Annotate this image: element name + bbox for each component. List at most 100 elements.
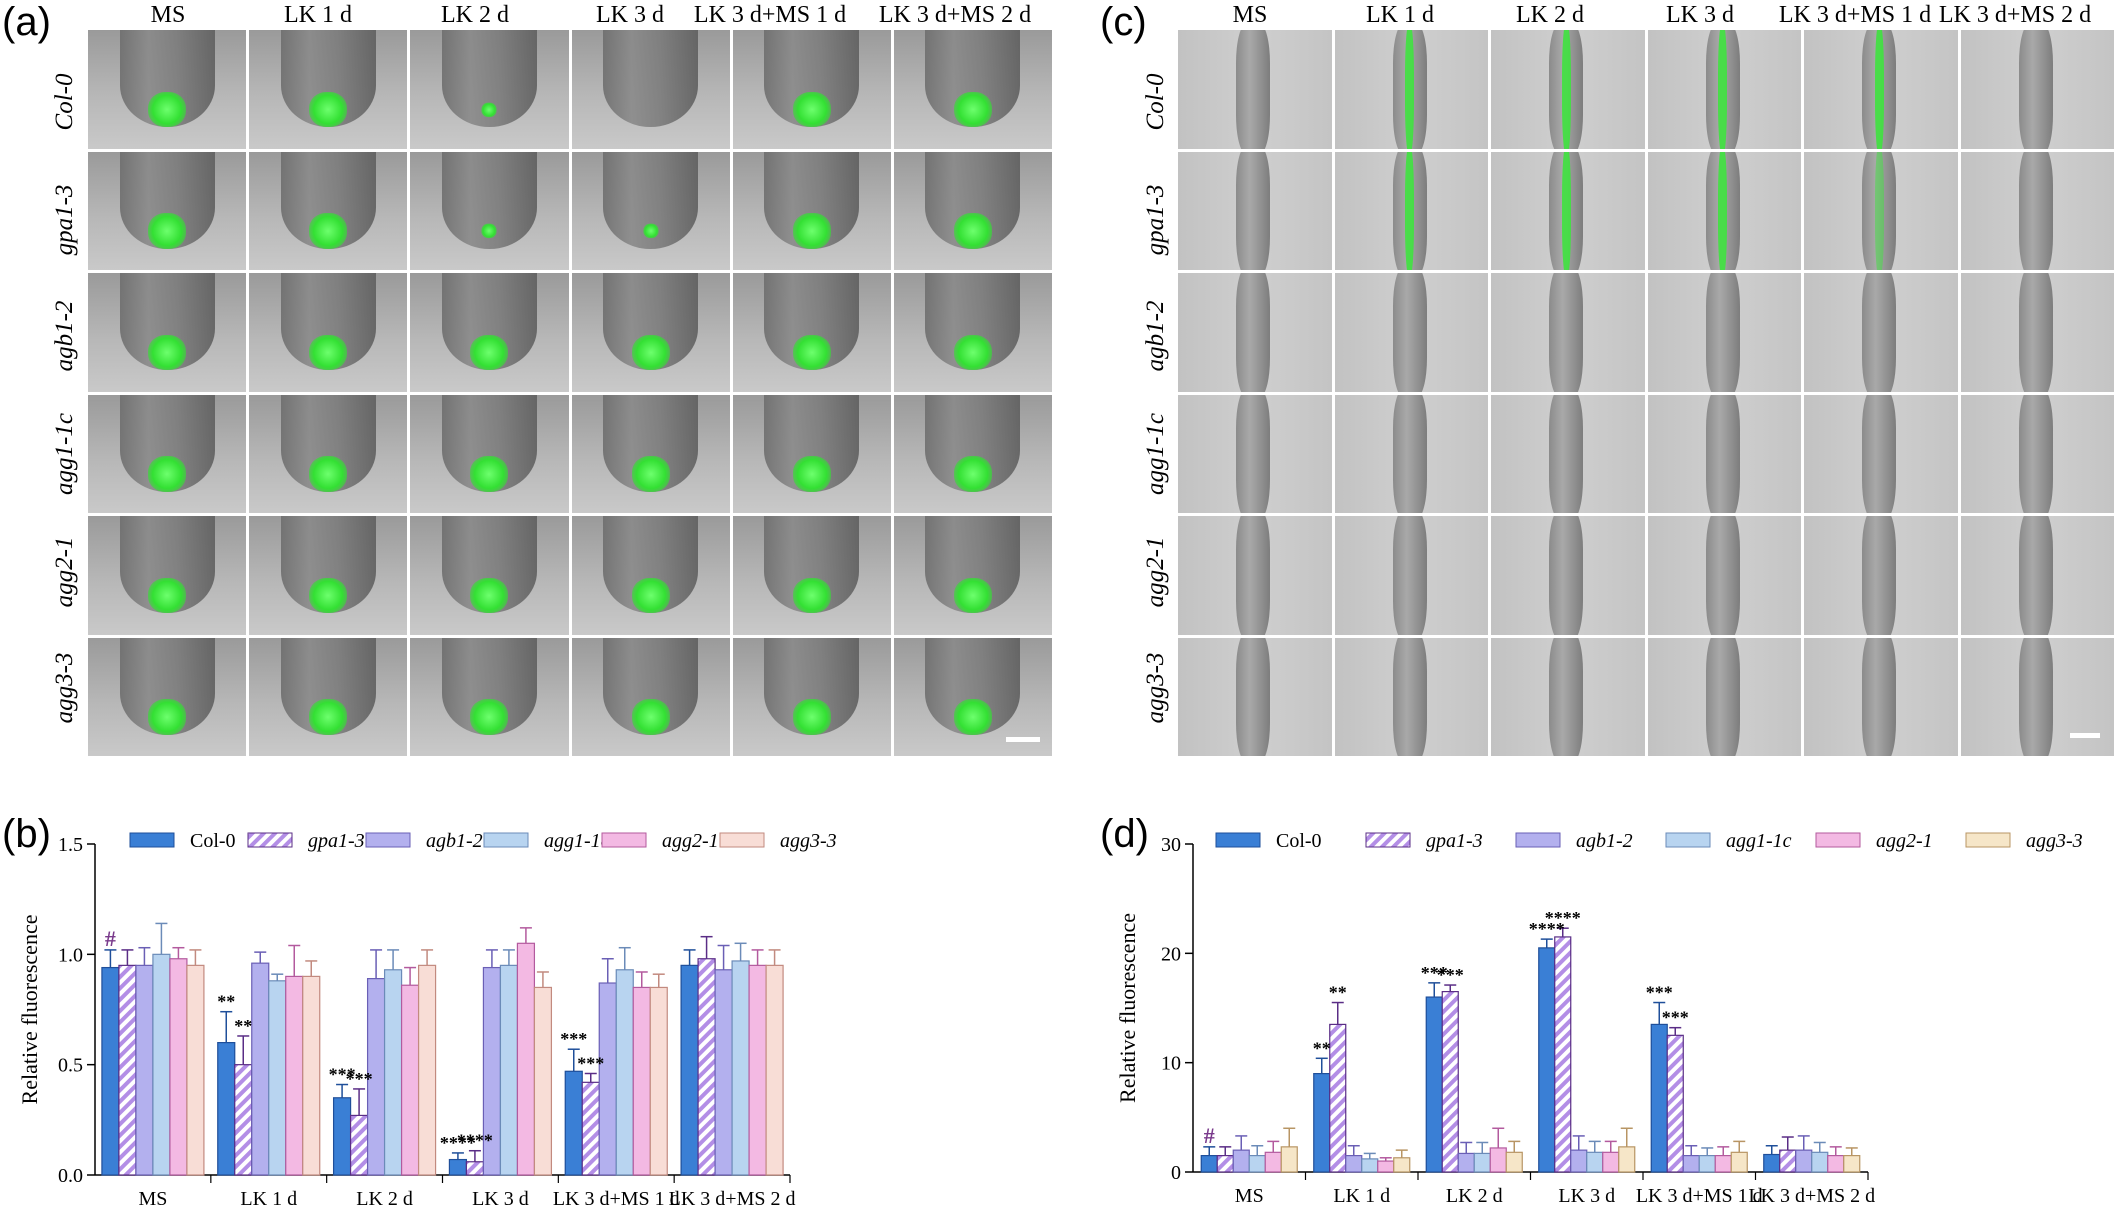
gfp-signal bbox=[631, 577, 670, 614]
col-head-a-4: LK 3 d+MS 1 d bbox=[693, 2, 847, 28]
gfp-signal bbox=[309, 699, 348, 735]
x-tick-label: LK 3 d+MS 2 d bbox=[1748, 1185, 1875, 1207]
gfp-signal bbox=[309, 334, 348, 371]
micrograph-a-3-5 bbox=[893, 394, 1052, 513]
col-head-c-1: LK 1 d bbox=[1366, 2, 1434, 28]
gfp-signal bbox=[470, 456, 509, 492]
bar bbox=[1554, 936, 1572, 1173]
root-image bbox=[1705, 273, 1740, 392]
micrograph-c-5-4 bbox=[1804, 637, 1958, 756]
micrograph-c-3-0 bbox=[1178, 394, 1332, 513]
chart-b: 0.0 0.5 1.0 1.5 Relative fluorescence MS LK 1 … bbox=[17, 830, 837, 1210]
micrograph-a-2-4 bbox=[732, 273, 891, 392]
micrograph-a-3-3 bbox=[571, 394, 730, 513]
micrograph-a-3-2 bbox=[410, 394, 569, 513]
gfp-signal bbox=[481, 223, 497, 238]
gfp-signal bbox=[792, 213, 831, 249]
x-tick-label: MS bbox=[1235, 1185, 1264, 1207]
legend-label: agb1-2 bbox=[426, 830, 483, 852]
micrograph-a-4-5 bbox=[893, 516, 1052, 635]
gfp-signal bbox=[481, 102, 497, 117]
bar bbox=[169, 958, 188, 1176]
micrograph-a-0-0 bbox=[88, 30, 247, 149]
root-image bbox=[1862, 637, 1897, 756]
micrograph-a-2-3 bbox=[571, 273, 730, 392]
root-image bbox=[1862, 516, 1897, 635]
root-image bbox=[1549, 273, 1584, 392]
row-head-c-0: Col-0 bbox=[1142, 73, 1169, 131]
significance-label: ** bbox=[217, 992, 235, 1012]
gfp-signal bbox=[792, 334, 831, 371]
bar bbox=[1570, 1149, 1588, 1173]
root-image bbox=[1392, 394, 1427, 513]
gfp-signal bbox=[631, 456, 670, 492]
gfp-signal bbox=[1405, 151, 1415, 270]
bar bbox=[748, 964, 767, 1176]
bar bbox=[332, 1097, 352, 1176]
gfp-signal bbox=[953, 91, 992, 128]
root-image bbox=[1862, 394, 1897, 513]
bar bbox=[400, 984, 420, 1176]
bar bbox=[1200, 1155, 1218, 1173]
root-image bbox=[1705, 516, 1740, 635]
micrograph-c-4-4 bbox=[1804, 516, 1958, 635]
bar bbox=[1666, 1034, 1684, 1173]
root-image bbox=[1705, 637, 1740, 756]
legend-swatch bbox=[365, 832, 411, 848]
col-head-a-5: LK 3 d+MS 2 d bbox=[878, 2, 1032, 28]
bar bbox=[1248, 1155, 1266, 1173]
root-image bbox=[1705, 394, 1740, 513]
significance-label: *** bbox=[346, 1069, 373, 1089]
row-head-c-4: agg2-1 bbox=[1142, 536, 1169, 608]
significance-label: *** bbox=[1437, 965, 1464, 985]
row-head-a-4: agg2-1 bbox=[51, 536, 78, 608]
panel-label-b: (b) bbox=[2, 812, 51, 856]
gfp-signal bbox=[953, 456, 992, 492]
bar bbox=[417, 964, 437, 1176]
bar bbox=[1489, 1147, 1507, 1173]
bar bbox=[234, 1064, 253, 1176]
legend-label: gpa1-3 bbox=[1426, 830, 1483, 852]
gfp-signal bbox=[792, 456, 831, 492]
col-head-c-2: LK 2 d bbox=[1516, 2, 1584, 28]
bar bbox=[1329, 1023, 1347, 1173]
legend-swatch bbox=[1815, 832, 1861, 848]
gfp-signal bbox=[953, 699, 992, 735]
gfp-signal bbox=[953, 334, 992, 371]
root-image bbox=[1236, 273, 1271, 392]
bar bbox=[285, 975, 304, 1176]
micrograph-c-2-2 bbox=[1491, 273, 1645, 392]
col-head-a-2: LK 2 d bbox=[441, 2, 509, 28]
panel-label-c: (c) bbox=[1100, 0, 1147, 44]
significance-label: **** bbox=[440, 1133, 476, 1153]
bar bbox=[615, 969, 634, 1176]
micrograph-c-0-4 bbox=[1804, 30, 1958, 149]
legend-swatch bbox=[1665, 832, 1711, 848]
significance-label: # bbox=[105, 926, 116, 951]
bar bbox=[217, 1042, 236, 1176]
micrograph-c-4-3 bbox=[1647, 516, 1801, 635]
micrograph-c-1-1 bbox=[1334, 151, 1488, 270]
micrograph-c-1-5 bbox=[1960, 151, 2114, 270]
micrograph-a-3-1 bbox=[249, 394, 408, 513]
col-head-a-3: LK 3 d bbox=[596, 2, 664, 28]
x-tick-label: LK 1 d bbox=[240, 1188, 297, 1210]
micrograph-a-5-1 bbox=[249, 637, 408, 756]
micrograph-a-0-2 bbox=[410, 30, 569, 149]
micrograph-c-2-5 bbox=[1960, 273, 2114, 392]
panel-label-a: (a) bbox=[2, 0, 51, 44]
micrograph-a-1-0 bbox=[88, 151, 247, 270]
row-head-c-3: agg1-1c bbox=[1142, 413, 1169, 495]
x-tick-label: LK 1 d bbox=[1333, 1185, 1390, 1207]
root-image bbox=[2018, 30, 2053, 149]
legend-swatch bbox=[1515, 832, 1561, 848]
y-axis-label: Relative fluorescence bbox=[17, 915, 42, 1105]
micrograph-a-1-2 bbox=[410, 151, 569, 270]
gfp-signal bbox=[1718, 151, 1728, 270]
root-image bbox=[1392, 637, 1427, 756]
root-image bbox=[1236, 394, 1271, 513]
legend-swatch bbox=[601, 832, 647, 848]
micrograph-a-5-0 bbox=[88, 637, 247, 756]
gfp-signal bbox=[309, 456, 348, 492]
row-head-a-2: agb1-2 bbox=[51, 300, 78, 372]
